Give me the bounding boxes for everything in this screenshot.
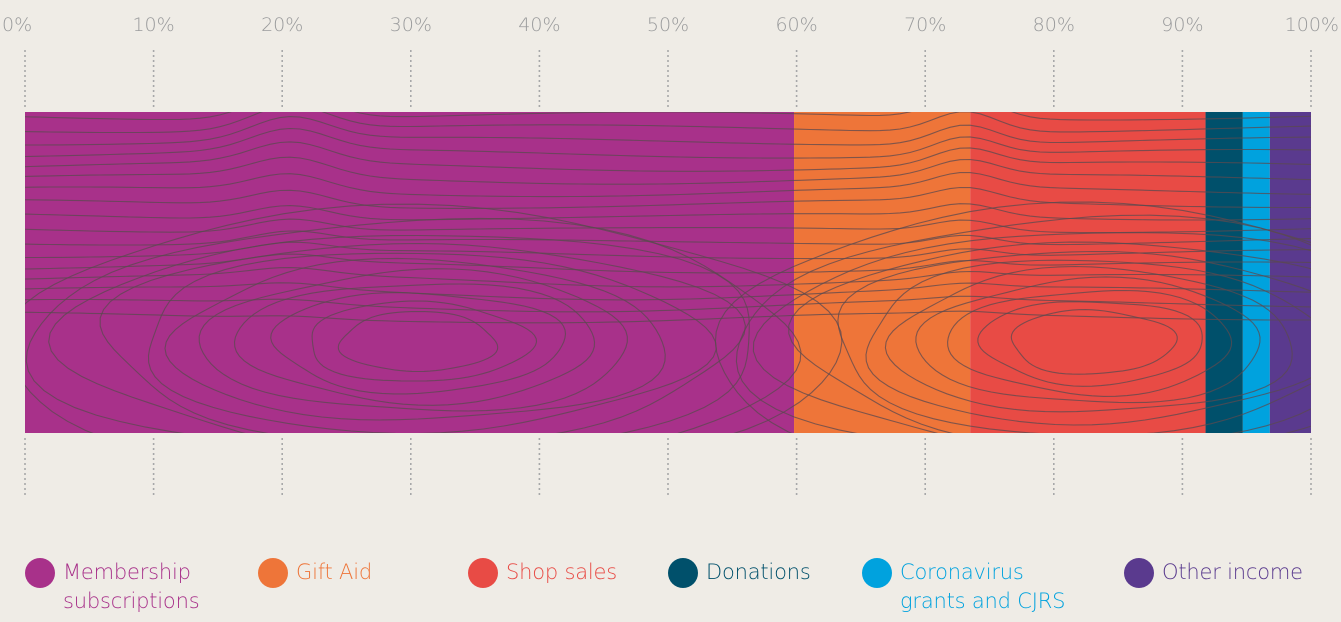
contour-line [48,234,750,433]
contour-line [915,276,1261,404]
x-tick-label: 70% [904,14,946,36]
stacked-bar-chart: 0% 10% 20% 30% 40% 50% 60% 70% 80% 90% 100% [2,14,1339,496]
legend-swatch-icon [668,558,698,588]
contour-line [25,217,802,433]
contour-line [311,300,538,382]
contour-line [25,310,1311,324]
contour-line [25,203,1311,221]
x-tick-label: 20% [261,14,303,36]
legend-label: Membership subscriptions [63,560,200,613]
contour-line [147,252,717,433]
contour-line [865,259,1311,426]
contour-line [714,201,1311,433]
contour-line [25,112,1311,134]
x-tick-label: 60% [775,14,817,36]
contour-line [837,250,1311,433]
contour-line [25,267,1311,288]
contour-line [977,301,1203,387]
contour-texture [25,112,1311,433]
contour-line [1010,309,1178,375]
contour-line [25,127,1311,159]
bar-segment-gift-aid [794,112,971,433]
contour-line [25,141,1311,172]
contour-line [25,116,1311,146]
contour-line [270,292,567,395]
legend-swatch-icon [862,558,892,588]
bar-segment-shop-sales [970,112,1206,433]
contour-line [25,282,1311,301]
legend-label: Donations [706,560,811,584]
legend-swatch-icon [25,558,55,588]
x-tick-label: 100% [1285,14,1339,36]
contour-line [947,289,1233,397]
legend-item: Other income [1124,558,1303,588]
contour-line [99,242,746,433]
contour-line [198,268,628,412]
legend-item: Shop sales [468,558,617,588]
legend-label: Other income [1162,560,1303,584]
legend-label: Shop sales [506,560,617,584]
contour-line [752,232,1311,433]
contour-line [884,265,1293,413]
legend-swatch-icon [1124,558,1154,588]
contour-line [25,172,1311,198]
x-tick-label: 50% [647,14,689,36]
legend-item: Membership subscriptions [25,558,200,616]
x-tick-label: 80% [1033,14,1075,36]
legend-swatch-icon [468,558,498,588]
contour-line [25,112,1311,121]
contour-line [337,310,499,373]
legend-item: Gift Aid [258,558,372,588]
x-tick-label: 0% [2,14,32,36]
contour-line [164,257,666,421]
bar-segment-other-income [1269,112,1311,433]
contour-line [233,283,596,406]
x-tick-label: 10% [132,14,174,36]
legend-label: Gift Aid [296,560,372,584]
contour-line [25,156,1311,185]
legend-item: Coronavirus grants and CJRS [862,558,1065,616]
contour-line [25,186,1311,209]
legend: Membership subscriptions Gift Aid Shop sal… [0,558,1341,622]
bar-segment-donations [1205,112,1243,433]
legend-swatch-icon [258,558,288,588]
legend-item: Donations [668,558,811,588]
contour-line [25,203,843,433]
bar-segment-coronavirus-grants-and-cjrs [1242,112,1270,433]
contour-line [788,241,1311,433]
x-tick-label: 30% [390,14,432,36]
x-tick-label: 90% [1161,14,1203,36]
contour-line [25,230,1311,246]
x-axis-ticks: 0% 10% 20% 30% 40% 50% 60% 70% 80% 90% 100% [2,14,1339,36]
x-tick-label: 40% [518,14,560,36]
contour-line [25,295,1311,313]
legend-label: Coronavirus grants and CJRS [900,560,1066,613]
